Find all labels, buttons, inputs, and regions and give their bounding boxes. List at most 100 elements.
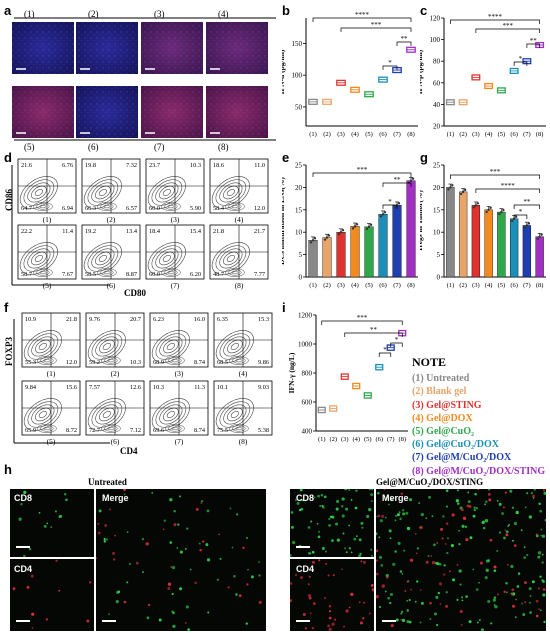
cd8-cell: [419, 621, 422, 624]
cd8-cell: [530, 491, 534, 495]
significance-label: *: [395, 336, 399, 344]
cd8-cell: [543, 491, 546, 495]
contour: [104, 357, 118, 364]
micrograph-speckle: [141, 22, 203, 74]
chart-i-ifn-gamma: 400 600 800 1000 1200 IFN-γ (ng/L) (1) (2) (3) (4…: [287, 312, 408, 443]
cd4-cell: [537, 587, 540, 590]
cd8-cell: [406, 620, 410, 623]
cd4-cell: [431, 560, 436, 565]
cd8-cell: [520, 529, 523, 532]
quadrant-ur: 6.76: [62, 162, 73, 169]
cd4-cell: [96, 556, 98, 560]
cd8-cell: [345, 489, 348, 491]
cd8-cell: [457, 489, 459, 492]
data-point: [313, 237, 317, 240]
cd8-cell: [371, 489, 374, 491]
cd8-cell: [458, 529, 460, 532]
cd8-cell: [435, 623, 439, 627]
significance-bracket: [312, 17, 412, 22]
cd8-cell: [18, 517, 22, 521]
significance-label: ****: [355, 11, 370, 19]
panel-a-micrographs: [12, 17, 276, 141]
contour: [228, 269, 242, 276]
cd4-cell: [513, 544, 517, 547]
contour: [151, 179, 183, 206]
cd4-cell: [496, 593, 500, 596]
cd8-cell: [379, 519, 383, 523]
flow-group-label: (4): [239, 369, 248, 378]
cd8-cell: [496, 549, 499, 553]
cd4-cell: [444, 542, 447, 545]
contour: [87, 330, 126, 363]
cd8-cell: [399, 570, 403, 573]
cd8-cell: [400, 610, 404, 614]
bar: [522, 225, 532, 278]
cd4-cell: [441, 537, 444, 540]
cd8-cell: [108, 613, 110, 615]
cd8-cell: [311, 550, 315, 554]
cd8-cell: [20, 503, 23, 506]
quadrant-ul: 21.8: [213, 228, 224, 235]
cd4-cell: [26, 585, 30, 589]
contour: [211, 242, 250, 275]
data-point: [311, 239, 315, 242]
cd8-cell: [456, 598, 459, 602]
cd8-cell: [63, 492, 67, 496]
contour: [103, 270, 111, 275]
contour: [19, 242, 58, 275]
cd8-cell: [123, 493, 126, 496]
cd8-cell: [528, 587, 532, 591]
panel-d-flow-cytometry: 21.6 6.76 64.7 6.94 (1) 19.8 7.32 66.3 6.57 (2) 23…: [11, 158, 269, 290]
x-tick-label: (2): [323, 282, 331, 289]
x-tick-label: (3): [337, 131, 345, 138]
cd8-cell: [475, 507, 478, 510]
cd8-cell: [436, 562, 440, 566]
cd8-cell: [397, 541, 401, 545]
cd4-cell: [12, 587, 16, 591]
cd8-cell: [472, 568, 475, 571]
quadrant-ur: 11.3: [194, 384, 205, 391]
cd4-cell: [439, 603, 442, 605]
cd4-cell: [400, 492, 403, 496]
significance-label: ***: [371, 21, 382, 29]
y-axis-label: DCs maturation in LNs(%): [282, 177, 286, 265]
cd8-cell: [384, 590, 387, 593]
significance-label: **: [370, 326, 378, 334]
cd8-cell: [467, 491, 470, 494]
contour: [34, 188, 43, 196]
cd4-cell: [507, 563, 509, 566]
x-tick-label: (6): [379, 282, 387, 289]
data-point: [449, 186, 452, 189]
cd8-cell: [46, 522, 49, 525]
cd4-cell: [86, 619, 90, 623]
bar: [322, 237, 332, 278]
cd8-cell: [172, 624, 176, 628]
data-point: [325, 236, 329, 239]
bar: [471, 205, 481, 278]
h-label-cd4-left: CD4: [14, 564, 33, 574]
cd4-cell: [304, 627, 307, 630]
cd4-cell: [410, 588, 413, 591]
quadrant-lr: 5.38: [258, 427, 269, 434]
bar: [497, 211, 506, 278]
cd8-cell: [445, 591, 448, 594]
bar: [336, 231, 346, 278]
contour: [225, 268, 245, 277]
cd4-cell: [477, 489, 480, 491]
cd4-cell: [114, 534, 117, 537]
panel-letter-c: c: [420, 3, 428, 18]
cd8-cell: [379, 555, 383, 559]
cd8-cell: [540, 609, 542, 612]
significance-bracket: [513, 214, 528, 219]
quadrant-ll: 58.7: [21, 271, 32, 278]
x-tick-label: (4): [485, 282, 493, 289]
quadrant-ul: 10.9: [25, 316, 36, 323]
cd4-cell: [313, 602, 316, 605]
cd4-cell: [383, 489, 386, 491]
cd8-cell: [307, 526, 311, 529]
y-tick-label: 80: [433, 58, 441, 66]
contour: [147, 176, 186, 209]
significance-bracket: [475, 188, 540, 193]
contour: [43, 426, 51, 431]
cd4-cell: [542, 588, 546, 591]
